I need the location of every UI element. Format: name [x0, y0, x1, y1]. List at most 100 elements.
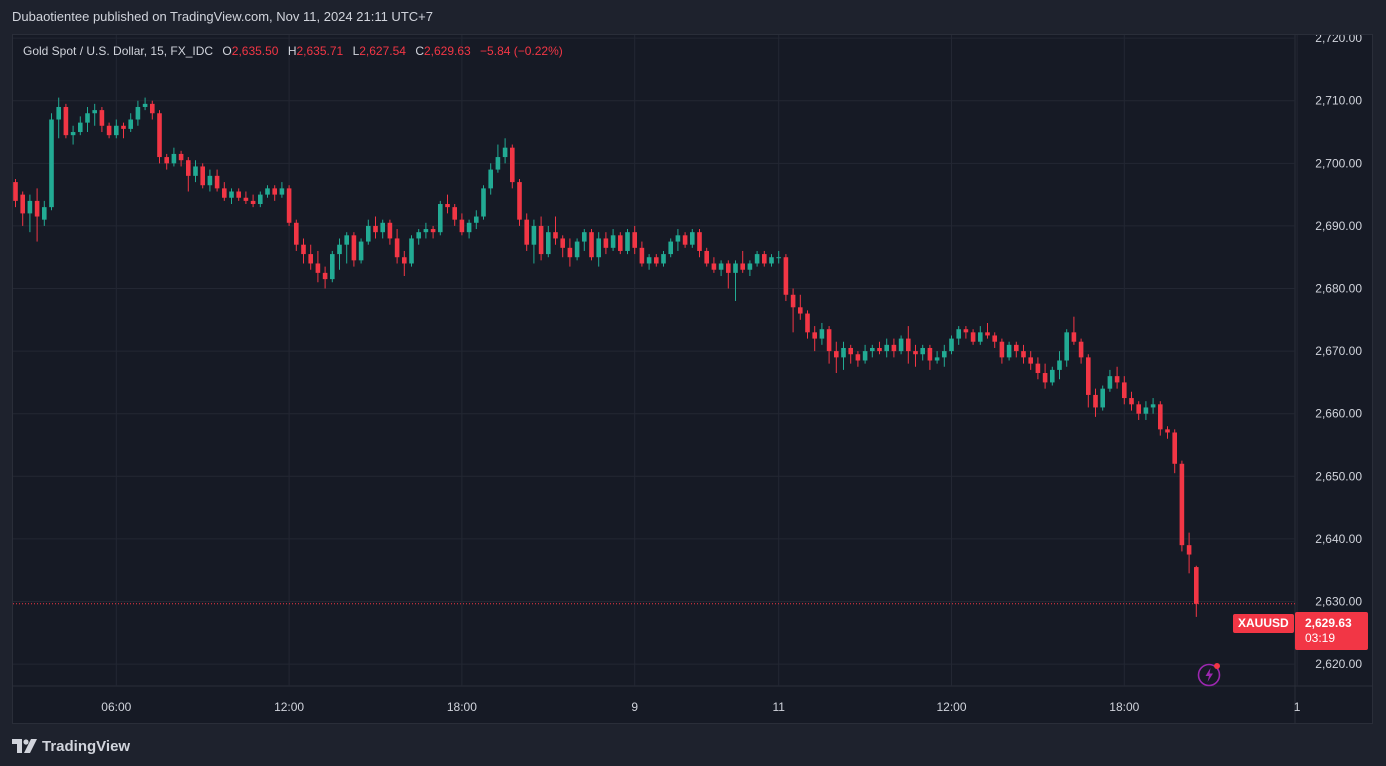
- candle-body: [1006, 344, 1012, 358]
- candle: [891, 338, 897, 358]
- candle-body: [1057, 360, 1062, 370]
- candle-body: [150, 103, 155, 114]
- candle: [747, 260, 753, 276]
- candle: [978, 326, 983, 345]
- candle: [1093, 388, 1098, 417]
- candle-body: [373, 225, 378, 233]
- candle-body: [301, 244, 306, 255]
- candle: [20, 191, 25, 226]
- x-tick-label: 12:00: [274, 700, 304, 714]
- candle-body: [524, 219, 529, 245]
- candle: [222, 182, 227, 201]
- candle-body: [776, 257, 781, 259]
- candle: [999, 338, 1005, 364]
- candle: [769, 254, 774, 267]
- footer-brand[interactable]: TradingView: [12, 735, 130, 757]
- candle: [394, 229, 400, 264]
- lightning-alert-icon[interactable]: [1197, 661, 1223, 687]
- candle-body: [1122, 382, 1127, 399]
- candle: [553, 216, 558, 245]
- candle: [402, 250, 407, 276]
- candle-body: [718, 263, 724, 270]
- chart-frame[interactable]: 2,620.00 2,630.00 2,640.00 2,650.00 2,660.00…: [12, 34, 1373, 724]
- candle-body: [747, 263, 753, 270]
- y-tick-label: 2,620.00: [1315, 657, 1362, 671]
- candle-body: [862, 351, 868, 361]
- candle-body: [294, 222, 299, 245]
- candle-body: [13, 182, 18, 201]
- candle-body: [1078, 341, 1084, 358]
- candle-body: [1028, 357, 1033, 364]
- candle: [790, 288, 796, 333]
- candle-body: [178, 153, 184, 161]
- candle: [740, 250, 745, 273]
- publisher-line: Dubaotientee published on TradingView.co…: [12, 9, 433, 24]
- candle: [690, 229, 695, 248]
- candle: [272, 185, 277, 201]
- candle-body: [1042, 373, 1048, 383]
- candle-body: [510, 147, 515, 183]
- candle-body: [34, 200, 40, 217]
- candle-body: [567, 247, 573, 258]
- candle-body: [834, 351, 839, 358]
- candle: [1071, 316, 1077, 345]
- last-price-value: 2,629.63: [1305, 616, 1352, 630]
- time-axis[interactable]: 06:00 12:00 18:00 9 11 12:00 18:00 1: [101, 700, 1300, 714]
- candle-body: [582, 232, 587, 242]
- candle-body: [1021, 351, 1026, 358]
- candle-body: [841, 347, 846, 358]
- candle: [898, 335, 904, 355]
- candle-body: [999, 341, 1005, 358]
- symbol-title[interactable]: Gold Spot / U.S. Dollar, 15, FX_IDC: [23, 44, 214, 58]
- high-label: H: [287, 44, 297, 58]
- candle-body: [913, 351, 918, 355]
- candle-body: [870, 347, 875, 352]
- candle-body: [351, 235, 357, 261]
- candle: [517, 178, 522, 226]
- candle-body: [438, 204, 443, 233]
- x-tick-label: 9: [631, 700, 638, 714]
- candle: [618, 232, 623, 255]
- candle-body: [1136, 404, 1141, 414]
- candle: [985, 322, 990, 339]
- candle: [661, 250, 666, 267]
- candle-body: [625, 232, 630, 251]
- candle: [387, 219, 393, 245]
- grid-lines: [13, 35, 1372, 723]
- x-tick-label: 18:00: [1109, 700, 1139, 714]
- candle: [452, 204, 457, 226]
- candle-body: [618, 235, 623, 251]
- candle-body: [675, 235, 681, 242]
- candle: [1014, 341, 1019, 358]
- candle: [423, 222, 429, 239]
- candle: [870, 344, 875, 358]
- candle: [949, 335, 954, 355]
- price-chart[interactable]: 2,620.00 2,630.00 2,640.00 2,650.00 2,660.00…: [13, 35, 1372, 723]
- candle-body: [214, 175, 220, 189]
- open-label: O: [222, 44, 232, 58]
- candle: [330, 250, 335, 283]
- candle-body: [531, 225, 537, 245]
- candle: [1006, 341, 1012, 361]
- candle: [1150, 398, 1156, 414]
- candles: [13, 97, 1199, 617]
- candle: [639, 241, 645, 267]
- candle: [711, 257, 717, 273]
- candle: [1186, 532, 1192, 574]
- candle: [826, 326, 832, 364]
- candle: [812, 326, 817, 352]
- candle: [366, 219, 371, 245]
- candle-body: [985, 332, 990, 336]
- candle: [841, 341, 846, 370]
- candle-body: [805, 313, 810, 333]
- candle: [315, 250, 321, 283]
- candle-body: [142, 103, 148, 107]
- price-axis[interactable]: 2,620.00 2,630.00 2,640.00 2,650.00 2,660.00…: [1315, 35, 1362, 671]
- candle-body: [380, 222, 385, 233]
- y-tick-label: 2,690.00: [1315, 219, 1362, 233]
- candle-body: [157, 113, 162, 158]
- candle-body: [783, 257, 789, 295]
- candle: [358, 238, 364, 264]
- candle: [567, 238, 573, 267]
- candle: [380, 219, 385, 239]
